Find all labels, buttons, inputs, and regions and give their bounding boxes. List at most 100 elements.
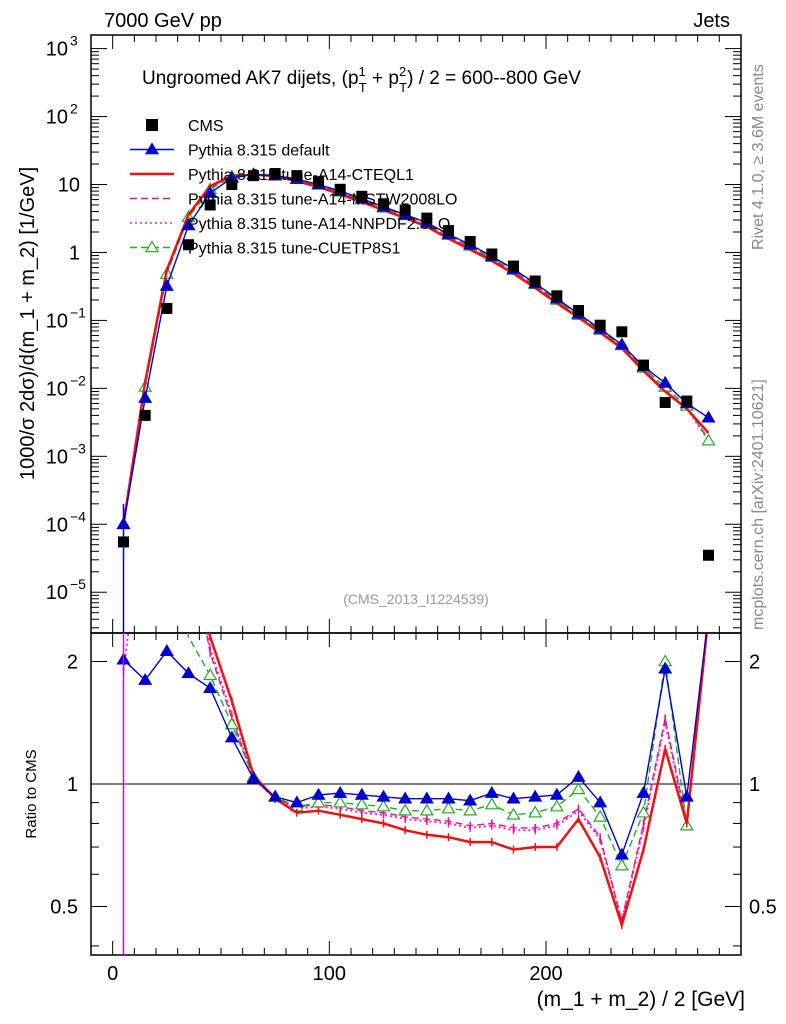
cms-point bbox=[529, 275, 541, 287]
x-tick-label: 200 bbox=[529, 963, 562, 985]
ratio-line-a14cteq bbox=[208, 633, 708, 930]
marker-default bbox=[138, 390, 153, 403]
cms-point bbox=[161, 302, 173, 314]
marker-default bbox=[614, 337, 629, 350]
y-tick-label: 10 bbox=[46, 107, 68, 129]
y-tick-label-exp: 2 bbox=[70, 101, 78, 117]
ratio-marker-default bbox=[614, 847, 629, 860]
cms-point bbox=[616, 326, 628, 338]
y-tick-label: 10 bbox=[46, 582, 68, 604]
ratio-marker-cuetp8s1 bbox=[484, 797, 499, 810]
ratio-tick-label: 0.5 bbox=[50, 896, 78, 918]
cms-point bbox=[313, 176, 324, 188]
y-tick-label-exp: −4 bbox=[70, 508, 86, 524]
mcplots-label: mcplots.cern.ch [arXiv:2401.10621] bbox=[750, 379, 767, 630]
cms-point bbox=[139, 409, 151, 421]
ratio-marker-default bbox=[203, 680, 218, 693]
legend-label-a14nnpdf: Pythia 8.315 tune-A14-NNPDF2.3LO bbox=[188, 216, 450, 233]
header-right: Jets bbox=[693, 10, 730, 32]
ratio-line-cuetp8s1 bbox=[187, 633, 708, 868]
ratio-marker-default bbox=[658, 661, 673, 674]
legend-label-a14cteq: Pythia 8.315 tune-A14-CTEQL1 bbox=[188, 167, 414, 184]
marker-cuetp8s1 bbox=[701, 433, 716, 446]
ratio-marker-default bbox=[441, 791, 456, 804]
legend-marker-default bbox=[144, 142, 160, 155]
y-tick-label-exp: −2 bbox=[70, 372, 86, 388]
marker-default bbox=[159, 278, 174, 291]
ratio-marker-cuetp8s1 bbox=[528, 805, 543, 818]
ratio-marker-default bbox=[224, 730, 239, 743]
y-tick-label: 1 bbox=[69, 242, 80, 264]
y-tick-label: 10 bbox=[58, 175, 80, 197]
y-tick-label-exp: 3 bbox=[70, 33, 78, 49]
ratio-marker-cuetp8s1 bbox=[203, 668, 218, 681]
ratio-tick-label-right: 2 bbox=[749, 652, 760, 674]
ratio-tick-label-right: 1 bbox=[749, 774, 760, 796]
ratio-marker-cuetp8s1 bbox=[571, 782, 586, 795]
cms-point bbox=[118, 536, 129, 548]
ratio-line-a14mstw bbox=[205, 633, 708, 922]
series-line-cuetp8s1 bbox=[122, 173, 710, 525]
series-cms bbox=[118, 168, 714, 561]
cms-point bbox=[638, 359, 649, 371]
marker-default bbox=[658, 375, 673, 388]
legend-marker-cuetp8s1 bbox=[144, 240, 160, 253]
cms-point bbox=[399, 204, 411, 216]
cms-point bbox=[334, 183, 346, 195]
legend-marker-cms bbox=[146, 119, 158, 131]
ratio-marker-default bbox=[246, 771, 261, 784]
ratio-marker-default bbox=[463, 793, 478, 806]
cms-point bbox=[703, 549, 714, 561]
cms-point bbox=[226, 179, 238, 190]
ratio-line-a14nnpdf bbox=[122, 633, 708, 922]
ratio-y-axis-label: Ratio to CMS bbox=[23, 749, 40, 838]
cms-point bbox=[508, 260, 519, 272]
ratio-marker-cuetp8s1 bbox=[614, 858, 629, 871]
ratio-marker-default bbox=[679, 789, 694, 802]
ratio-marker-cuetp8s1 bbox=[354, 797, 369, 810]
legend-label-default: Pythia 8.315 default bbox=[188, 143, 330, 160]
series-line-default bbox=[122, 173, 709, 525]
cms-point bbox=[659, 396, 671, 408]
chart-title: Ungroomed AK7 dijets, (p1 T + p2 T) / 2 = … bbox=[142, 64, 581, 95]
y-tick-label-exp: −5 bbox=[70, 576, 86, 592]
ratio-tick-label: 2 bbox=[67, 652, 78, 674]
ratio-marker-cuetp8s1 bbox=[224, 717, 239, 730]
y-tick-label: 10 bbox=[46, 514, 68, 536]
ratio-marker-cuetp8s1 bbox=[636, 805, 651, 818]
cms-point bbox=[204, 199, 216, 211]
series-line-a14cteq bbox=[122, 173, 710, 525]
cms-point bbox=[356, 190, 368, 202]
legend-label-cuetp8s1: Pythia 8.315 tune-CUETP8S1 bbox=[188, 241, 401, 258]
cms-point bbox=[183, 239, 194, 251]
y-tick-label: 10 bbox=[46, 378, 68, 400]
ratio-plot: 0 100 200 0.5 0.5 1 1 2 2 bbox=[50, 633, 777, 985]
cms-point bbox=[248, 170, 259, 182]
ratio-marker-cuetp8s1 bbox=[506, 807, 521, 820]
ratio-marker-default bbox=[593, 795, 608, 808]
legend: CMS Pythia 8.315 default Pythia 8.315 tune… bbox=[130, 118, 457, 258]
y-tick-label: 10 bbox=[46, 446, 68, 468]
x-tick-label: 100 bbox=[313, 963, 346, 985]
ratio-marker-cuetp8s1 bbox=[549, 799, 564, 812]
analysis-id: (CMS_2013_I1224539) bbox=[343, 591, 489, 607]
ratio-marker-cuetp8s1 bbox=[333, 795, 348, 808]
ratio-marker-default bbox=[159, 644, 174, 657]
cms-point bbox=[551, 290, 563, 302]
ratio-marker-cuetp8s1 bbox=[398, 803, 413, 816]
ratio-marker-default bbox=[549, 787, 564, 800]
ratio-marker-default bbox=[528, 789, 543, 802]
ratio-tick-label: 1 bbox=[67, 774, 78, 796]
x-axis-label: (m_1 + m_2) / 2 [GeV] bbox=[537, 988, 745, 1011]
ratio-series-default bbox=[116, 633, 708, 860]
ratio-marker-default bbox=[311, 787, 326, 800]
ratio-marker-cuetp8s1 bbox=[419, 803, 434, 816]
cms-point bbox=[486, 248, 498, 260]
marker-default bbox=[203, 185, 218, 198]
x-tick-label: 0 bbox=[107, 963, 118, 985]
ratio-marker-cuetp8s1 bbox=[463, 803, 478, 816]
cms-point bbox=[378, 198, 389, 210]
ratio-marker-default bbox=[354, 787, 369, 800]
legend-label-a14mstw: Pythia 8.315 tune-A14-MSTW2008LO bbox=[188, 192, 457, 209]
